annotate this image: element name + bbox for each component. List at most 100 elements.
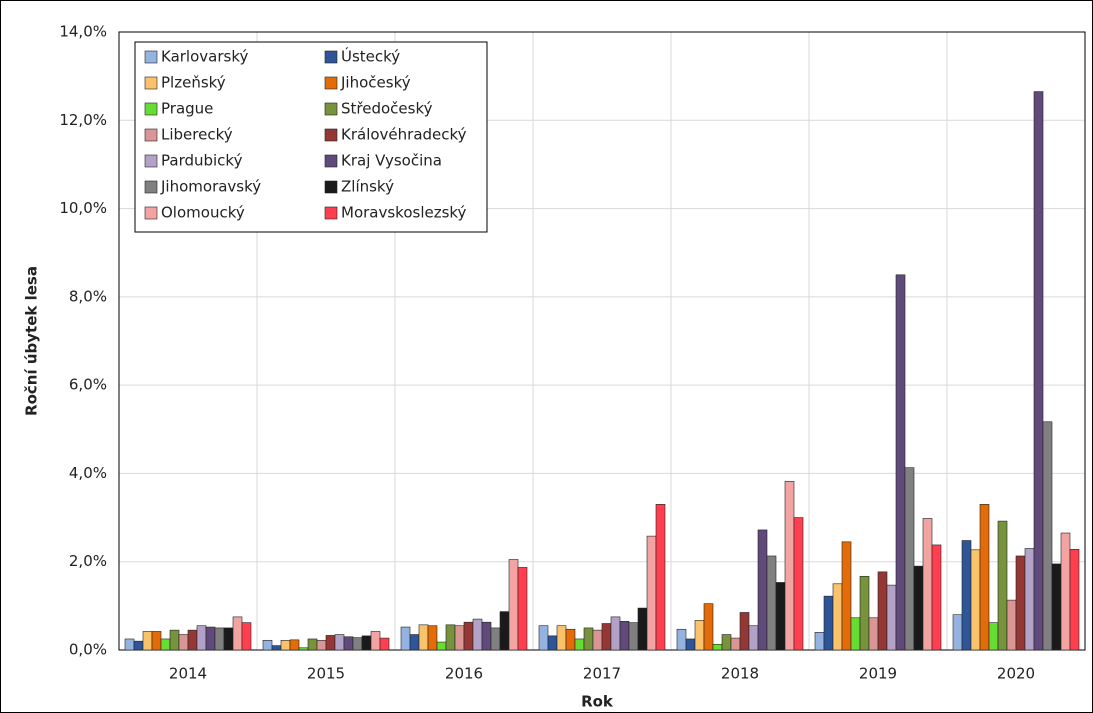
- x-tick-label: 2018: [721, 665, 759, 683]
- bar: [271, 645, 282, 651]
- bar: [133, 640, 144, 651]
- x-tick-label: 2020: [997, 665, 1035, 683]
- bar: [646, 535, 657, 651]
- bar: [970, 549, 981, 651]
- bar: [196, 625, 207, 651]
- bar: [1024, 548, 1035, 651]
- bar: [547, 635, 558, 651]
- bar: [952, 614, 963, 651]
- bar: [730, 637, 741, 651]
- legend-swatch: [144, 102, 158, 116]
- bar: [436, 641, 447, 651]
- bar: [169, 629, 180, 651]
- bar: [361, 635, 372, 651]
- y-axis-label: Roční úbytek lesa: [23, 266, 41, 416]
- bar: [160, 638, 171, 651]
- bar: [904, 467, 915, 651]
- y-tick-label: 0,0%: [69, 641, 107, 659]
- legend-label: Kraj Vysočina: [341, 152, 442, 170]
- x-tick-label: 2016: [445, 665, 483, 683]
- bar: [610, 616, 621, 651]
- legend-swatch: [144, 154, 158, 168]
- bar: [988, 622, 999, 651]
- bar: [499, 611, 510, 651]
- bar: [859, 575, 870, 651]
- bar: [472, 618, 483, 651]
- bar: [703, 603, 714, 651]
- bar: [316, 639, 327, 651]
- x-tick-label: 2014: [169, 665, 207, 683]
- bar: [343, 636, 354, 651]
- legend-swatch: [324, 180, 338, 194]
- bar: [418, 624, 429, 651]
- bar: [1033, 91, 1044, 651]
- bar: [1069, 549, 1080, 651]
- bar: [517, 567, 528, 651]
- legend-swatch: [324, 76, 338, 90]
- bar: [712, 643, 723, 651]
- bar: [352, 637, 363, 651]
- y-tick-label: 4,0%: [69, 464, 107, 482]
- bar: [232, 616, 243, 651]
- bar: [142, 631, 153, 651]
- legend-swatch: [144, 50, 158, 64]
- bar: [445, 624, 456, 651]
- bar: [793, 517, 804, 651]
- bar: [997, 520, 1008, 651]
- bar: [280, 639, 291, 651]
- bar: [1006, 599, 1017, 651]
- legend-swatch: [144, 76, 158, 90]
- bar: [214, 627, 225, 651]
- bar: [379, 637, 390, 651]
- bar: [178, 634, 189, 651]
- legend-label: Ústecký: [341, 47, 400, 66]
- bar: [490, 627, 501, 651]
- legend-swatch: [324, 102, 338, 116]
- bar: [922, 518, 933, 651]
- bar: [565, 628, 576, 651]
- legend-label: Olomoucký: [161, 204, 245, 222]
- bar: [619, 621, 630, 651]
- bar: [592, 629, 603, 651]
- bar: [298, 647, 309, 651]
- bar: [823, 595, 834, 651]
- bar: [628, 622, 639, 651]
- bar: [454, 625, 465, 651]
- y-tick-label: 6,0%: [69, 376, 107, 394]
- legend-swatch: [324, 128, 338, 142]
- bar: [748, 625, 759, 651]
- bar: [409, 634, 420, 651]
- y-tick-label: 14,0%: [59, 23, 107, 41]
- bar: [832, 583, 843, 651]
- bar: [187, 629, 198, 651]
- x-tick-label: 2015: [307, 665, 345, 683]
- bar: [739, 612, 750, 651]
- bar: [1042, 421, 1053, 651]
- bar: [895, 274, 906, 651]
- bar: [676, 628, 687, 651]
- bar: [307, 638, 318, 651]
- bar: [223, 627, 234, 651]
- legend-label: Pardubický: [161, 152, 243, 170]
- bar: [931, 544, 942, 651]
- bar: [877, 571, 888, 651]
- legend-label: Prague: [161, 100, 213, 118]
- bar: [766, 555, 777, 651]
- legend-swatch: [144, 206, 158, 220]
- legend-label: Liberecký: [161, 126, 233, 144]
- bar: [1051, 563, 1062, 651]
- bar: [868, 617, 879, 651]
- bar: [427, 625, 438, 651]
- legend-swatch: [144, 180, 158, 194]
- bar: [538, 625, 549, 651]
- bar: [886, 584, 897, 651]
- bar: [961, 540, 972, 651]
- legend-label: Středočeský: [341, 100, 433, 118]
- legend-label: Zlínský: [341, 178, 394, 196]
- bar: [334, 634, 345, 651]
- bar: [1060, 532, 1071, 651]
- bar: [325, 635, 336, 651]
- legend-swatch: [144, 128, 158, 142]
- bar: [757, 529, 768, 651]
